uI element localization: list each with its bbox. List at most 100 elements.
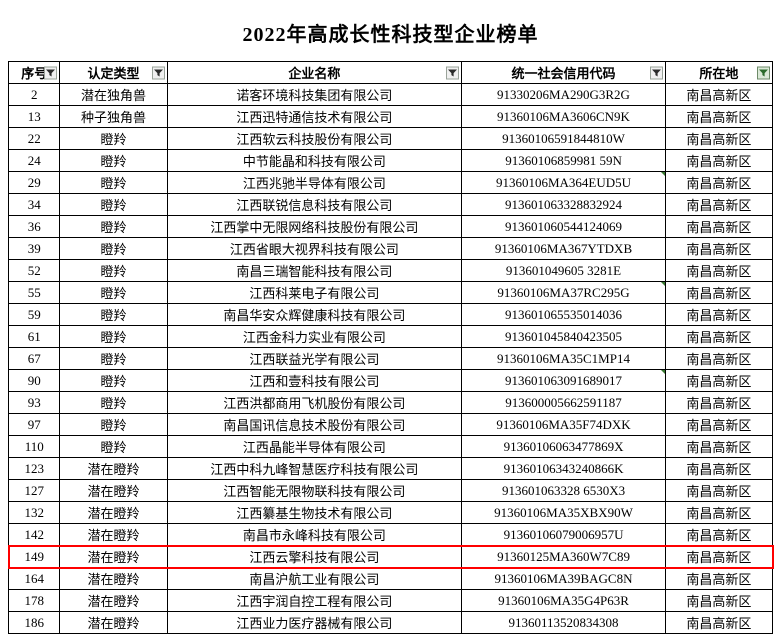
cell-credit-code[interactable]: 91360106MA35XBX90W [461,501,666,524]
table-row[interactable]: 142 潜在瞪羚 南昌市永峰科技有限公司 91360106079006957U 南昌高新… [7,523,774,546]
cell-enterprise-name[interactable]: 南昌市永峰科技有限公司 [166,523,463,546]
cell-credit-code[interactable]: 913601065535014036 [461,303,666,326]
cell-location[interactable]: 南昌高新区 [664,215,774,238]
table-row[interactable]: 34 瞪羚 江西联锐信息科技有限公司 913601063328832924 南昌高新区 [7,193,774,216]
table-row[interactable]: 93 瞪羚 江西洪都商用飞机股份有限公司 913600005662591187 南昌高新… [7,391,774,414]
cell-sequence[interactable]: 132 [7,501,61,524]
table-row[interactable]: 39 瞪羚 江西省眼大视界科技有限公司 91360106MA367YTDXB 南昌高新区 [7,237,774,260]
table-row[interactable]: 2 潜在独角兽 诺客环境科技集团有限公司 91330206MA290G3R2G 南昌高新… [7,83,774,106]
table-row[interactable]: 24 瞪羚 中节能晶和科技有限公司 91360106859981 59N 南昌高新区 [7,149,774,172]
cell-credit-code[interactable]: 91360106MA3606CN9K [461,105,666,128]
cell-location[interactable]: 南昌高新区 [664,567,774,590]
table-row[interactable]: 90 瞪羚 江西和壹科技有限公司 913601063091689017 南昌高新区 [7,369,774,392]
table-row[interactable]: 59 瞪羚 南昌华安众辉健康科技有限公司 913601065535014036 南昌高新… [7,303,774,326]
cell-enterprise-name[interactable]: 江西云擎科技有限公司 [166,545,463,568]
cell-enterprise-name[interactable]: 江西联益光学有限公司 [166,347,463,370]
cell-type[interactable]: 瞪羚 [59,281,168,304]
cell-type[interactable]: 瞪羚 [59,391,168,414]
table-row[interactable]: 186 潜在瞪羚 江西业力医疗器械有限公司 91360113520834308 南昌高新… [7,611,774,634]
cell-sequence[interactable]: 36 [7,215,61,238]
cell-credit-code[interactable]: 913601063328 6530X3 [461,479,666,502]
cell-sequence[interactable]: 22 [7,127,61,150]
cell-credit-code[interactable]: 91360106MA367YTDXB [461,237,666,260]
cell-type[interactable]: 潜在瞪羚 [59,567,168,590]
table-row[interactable]: 36 瞪羚 江西掌中无限网络科技股份有限公司 913601060544124069 南昌… [7,215,774,238]
table-row[interactable]: 164 潜在瞪羚 南昌沪航工业有限公司 91360106MA39BAGC8N 南昌高新区 [7,567,774,590]
cell-type[interactable]: 潜在瞪羚 [59,589,168,612]
cell-sequence[interactable]: 67 [7,347,61,370]
cell-type[interactable]: 瞪羚 [59,171,168,194]
table-row[interactable]: 29 瞪羚 江西兆驰半导体有限公司 91360106MA364EUD5U 南昌高新区 [7,171,774,194]
cell-sequence[interactable]: 110 [7,435,61,458]
cell-sequence[interactable]: 142 [7,523,61,546]
cell-sequence[interactable]: 97 [7,413,61,436]
cell-enterprise-name[interactable]: 南昌华安众辉健康科技有限公司 [166,303,463,326]
cell-location[interactable]: 南昌高新区 [664,303,774,326]
cell-credit-code[interactable]: 91360106MA39BAGC8N [461,567,666,590]
cell-location[interactable]: 南昌高新区 [664,545,774,568]
cell-sequence[interactable]: 34 [7,193,61,216]
cell-location[interactable]: 南昌高新区 [664,457,774,480]
cell-enterprise-name[interactable]: 江西晶能半导体有限公司 [166,435,463,458]
cell-credit-code[interactable]: 913601063091689017 [461,369,666,392]
cell-sequence[interactable]: 29 [7,171,61,194]
cell-sequence[interactable]: 178 [7,589,61,612]
cell-type[interactable]: 潜在瞪羚 [59,545,168,568]
cell-credit-code[interactable]: 913601045840423505 [461,325,666,348]
cell-enterprise-name[interactable]: 南昌三瑞智能科技有限公司 [166,259,463,282]
cell-type[interactable]: 种子独角兽 [59,105,168,128]
cell-credit-code[interactable]: 91360113520834308 [461,611,666,634]
cell-type[interactable]: 潜在独角兽 [59,83,168,106]
table-row[interactable]: 52 瞪羚 南昌三瑞智能科技有限公司 913601049605 3281E 南昌高新区 [7,259,774,282]
cell-enterprise-name[interactable]: 江西中科九峰智慧医疗科技有限公司 [166,457,463,480]
cell-enterprise-name[interactable]: 江西智能无限物联科技有限公司 [166,479,463,502]
cell-credit-code[interactable]: 91360106MA35C1MP14 [461,347,666,370]
table-row[interactable]: 61 瞪羚 江西金科力实业有限公司 913601045840423505 南昌高新区 [7,325,774,348]
cell-enterprise-name[interactable]: 江西和壹科技有限公司 [166,369,463,392]
cell-credit-code[interactable]: 91360106MA364EUD5U [461,171,666,194]
cell-location[interactable]: 南昌高新区 [664,83,774,106]
cell-location[interactable]: 南昌高新区 [664,259,774,282]
table-row[interactable]: 178 潜在瞪羚 江西宇润自控工程有限公司 91360106MA35G4P63R 南昌高… [7,589,774,612]
cell-type[interactable]: 瞪羚 [59,347,168,370]
cell-type[interactable]: 瞪羚 [59,193,168,216]
cell-sequence[interactable]: 59 [7,303,61,326]
cell-location[interactable]: 南昌高新区 [664,105,774,128]
table-row[interactable]: 22 瞪羚 江西软云科技股份有限公司 91360106591844810W 南昌高新区 [7,127,774,150]
table-row[interactable]: 110 瞪羚 江西晶能半导体有限公司 91360106063477869X 南昌高新区 [7,435,774,458]
cell-enterprise-name[interactable]: 诺客环境科技集团有限公司 [166,83,463,106]
cell-location[interactable]: 南昌高新区 [664,237,774,260]
cell-sequence[interactable]: 55 [7,281,61,304]
cell-location[interactable]: 南昌高新区 [664,589,774,612]
filter-icon-type[interactable] [151,66,165,79]
cell-location[interactable]: 南昌高新区 [664,501,774,524]
cell-credit-code[interactable]: 91360106079006957U [461,523,666,546]
cell-enterprise-name[interactable]: 江西联锐信息科技有限公司 [166,193,463,216]
filter-icon-name[interactable] [446,66,460,79]
cell-enterprise-name[interactable]: 江西宇润自控工程有限公司 [166,589,463,612]
cell-sequence[interactable]: 52 [7,259,61,282]
cell-credit-code[interactable]: 91360106063477869X [461,435,666,458]
cell-credit-code[interactable]: 91360106343240866K [461,457,666,480]
cell-type[interactable]: 瞪羚 [59,237,168,260]
table-row[interactable]: 13 种子独角兽 江西迅特通信技术有限公司 91360106MA3606CN9K 南昌高… [7,105,774,128]
cell-type[interactable]: 潜在瞪羚 [59,501,168,524]
table-row[interactable]: 67 瞪羚 江西联益光学有限公司 91360106MA35C1MP14 南昌高新区 [7,347,774,370]
filter-icon-location-active[interactable] [757,66,770,79]
cell-type[interactable]: 潜在瞪羚 [59,479,168,502]
cell-credit-code[interactable]: 91360125MA360W7C89 [461,545,666,568]
cell-sequence[interactable]: 93 [7,391,61,414]
cell-location[interactable]: 南昌高新区 [664,281,774,304]
cell-type[interactable]: 瞪羚 [59,127,168,150]
cell-sequence[interactable]: 164 [7,567,61,590]
cell-enterprise-name[interactable]: 江西洪都商用飞机股份有限公司 [166,391,463,414]
cell-credit-code[interactable]: 91360106MA35G4P63R [461,589,666,612]
cell-location[interactable]: 南昌高新区 [664,479,774,502]
table-row[interactable]: 55 瞪羚 江西科莱电子有限公司 91360106MA37RC295G 南昌高新区 [7,281,774,304]
cell-enterprise-name[interactable]: 南昌国讯信息技术股份有限公司 [166,413,463,436]
cell-credit-code[interactable]: 91330206MA290G3R2G [461,83,666,106]
cell-type[interactable]: 瞪羚 [59,149,168,172]
cell-location[interactable]: 南昌高新区 [664,149,774,172]
cell-credit-code[interactable]: 913601049605 3281E [461,259,666,282]
cell-sequence[interactable]: 39 [7,237,61,260]
